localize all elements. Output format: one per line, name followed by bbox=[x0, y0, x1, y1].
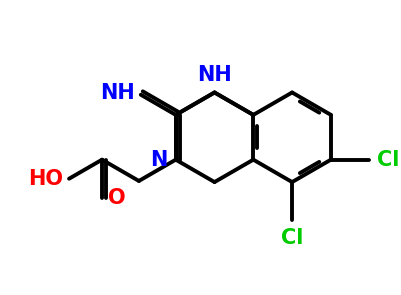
Text: NH: NH bbox=[197, 65, 232, 85]
Text: O: O bbox=[108, 188, 126, 208]
Text: HO: HO bbox=[28, 169, 63, 189]
Text: Cl: Cl bbox=[281, 228, 303, 248]
Text: Cl: Cl bbox=[377, 150, 399, 170]
Text: N: N bbox=[151, 150, 168, 170]
Text: NH: NH bbox=[100, 83, 135, 103]
